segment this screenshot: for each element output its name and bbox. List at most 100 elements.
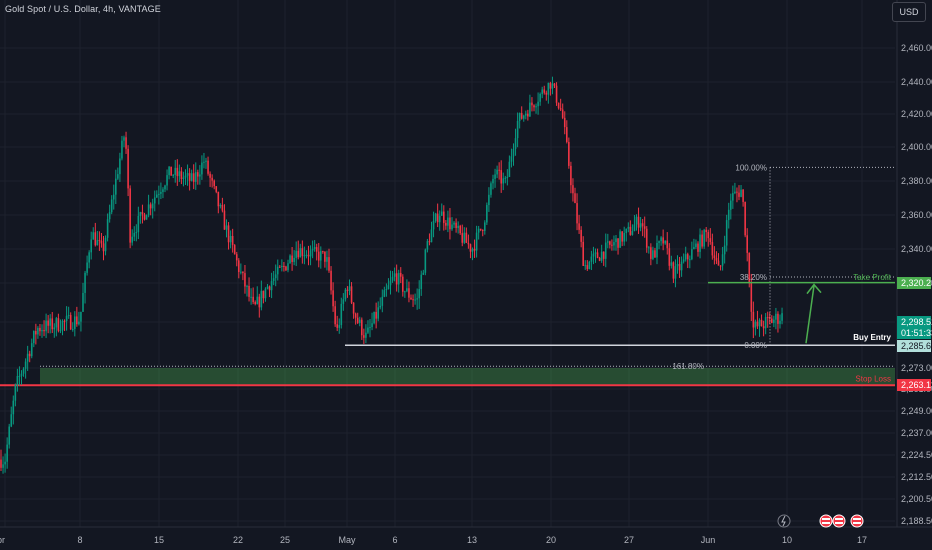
time-tick-label: Jun xyxy=(701,535,716,545)
candle-body xyxy=(723,245,726,255)
candle-body xyxy=(350,286,353,303)
candle-body xyxy=(596,252,599,258)
candle-body xyxy=(47,320,49,326)
candle-body xyxy=(418,289,420,299)
candle-body xyxy=(51,318,54,330)
us-flag-event-icon[interactable] xyxy=(819,514,833,528)
candle-body xyxy=(112,194,115,200)
candle-body xyxy=(777,313,779,324)
candle-body xyxy=(689,259,691,261)
candle-body xyxy=(326,257,328,262)
candle-body xyxy=(711,242,714,256)
time-tick-label: 8 xyxy=(77,535,82,545)
price-tag-label: 2,298.51 xyxy=(901,317,932,327)
candle-body xyxy=(598,257,601,261)
candle-body xyxy=(313,247,316,249)
candle-body xyxy=(16,376,19,385)
candle-body xyxy=(12,400,15,415)
candle-body xyxy=(574,193,576,204)
candle-body xyxy=(30,343,33,357)
candle-body xyxy=(727,209,730,221)
candle-body xyxy=(205,160,207,162)
candle-body xyxy=(586,265,589,270)
candle-body xyxy=(732,193,734,201)
candle-body xyxy=(381,296,384,306)
candle-body xyxy=(762,326,765,329)
candle-body xyxy=(330,270,332,291)
candle-body xyxy=(65,315,68,322)
candle-body xyxy=(344,289,347,300)
candle-body xyxy=(707,232,710,239)
candle-body xyxy=(291,255,293,262)
candle-body xyxy=(397,272,400,285)
candle-body xyxy=(467,242,470,245)
candle-body xyxy=(529,102,531,117)
candle-body xyxy=(84,272,86,293)
candle-body xyxy=(676,263,679,267)
price-tick-label: 2,200.50 xyxy=(901,494,932,504)
us-flag-event-icon-circle xyxy=(850,514,864,528)
candle-body xyxy=(26,353,29,362)
candle-body xyxy=(336,324,338,328)
candle-body xyxy=(537,101,539,107)
candle-body xyxy=(492,178,494,184)
candle-body xyxy=(477,228,480,233)
candle-body xyxy=(121,140,123,159)
candle-body xyxy=(160,191,162,194)
candle-body xyxy=(443,211,445,223)
candle-body xyxy=(781,313,783,321)
candle-body xyxy=(602,251,605,259)
candle-body xyxy=(287,263,289,271)
candle-body xyxy=(129,188,131,243)
candle-body xyxy=(61,320,64,331)
candle-body xyxy=(379,305,382,308)
candle-body xyxy=(240,271,242,273)
candle-body xyxy=(373,311,375,324)
candle-body xyxy=(324,251,326,262)
candle-body xyxy=(436,213,439,223)
candle-body xyxy=(484,222,486,231)
candle-body xyxy=(670,262,673,266)
candle-body xyxy=(145,215,148,220)
time-axis: Apr 8 15 22 25 May 6 13 20 27 Jun 10 17 xyxy=(0,526,932,545)
lightning-icon[interactable] xyxy=(777,514,791,528)
candle-body xyxy=(410,297,412,300)
candle-body xyxy=(736,191,738,193)
price-tag-label: 01:51:33 xyxy=(901,328,932,338)
candle-body xyxy=(764,317,767,329)
candle-body xyxy=(279,266,281,268)
candle-body xyxy=(721,254,724,266)
candle-body xyxy=(705,229,707,233)
candle-body xyxy=(338,325,341,328)
us-flag-event-icon[interactable] xyxy=(832,514,846,528)
candle-body xyxy=(771,318,773,323)
time-tick-label: 20 xyxy=(546,535,556,545)
stop-loss-label: Stop Loss xyxy=(855,374,891,383)
candle-body xyxy=(406,288,408,292)
candle-body xyxy=(20,373,23,376)
candle-body xyxy=(662,237,664,244)
currency-button[interactable]: USD xyxy=(892,2,926,22)
price-tag-box xyxy=(897,327,931,339)
candle-body xyxy=(281,265,283,268)
candle-body xyxy=(438,215,441,223)
candle-body xyxy=(445,222,447,226)
candle-body xyxy=(660,237,662,242)
candle-body xyxy=(274,274,277,279)
candle-body xyxy=(293,257,295,262)
us-flag-event-icon[interactable] xyxy=(850,514,864,528)
candle-body xyxy=(498,169,500,171)
candle-body xyxy=(715,258,718,261)
price-tick-label: 2,400.00 xyxy=(901,142,932,152)
time-tick-label: 22 xyxy=(233,535,243,545)
candle-body xyxy=(137,215,140,233)
candle-body xyxy=(102,243,105,252)
candle-body xyxy=(375,311,377,319)
candle-body xyxy=(430,229,433,243)
candle-body xyxy=(106,219,109,238)
candle-body xyxy=(391,276,394,281)
candle-body xyxy=(674,266,677,279)
us-flag-event-icon-stripe xyxy=(835,522,843,524)
candle-body xyxy=(41,330,43,332)
